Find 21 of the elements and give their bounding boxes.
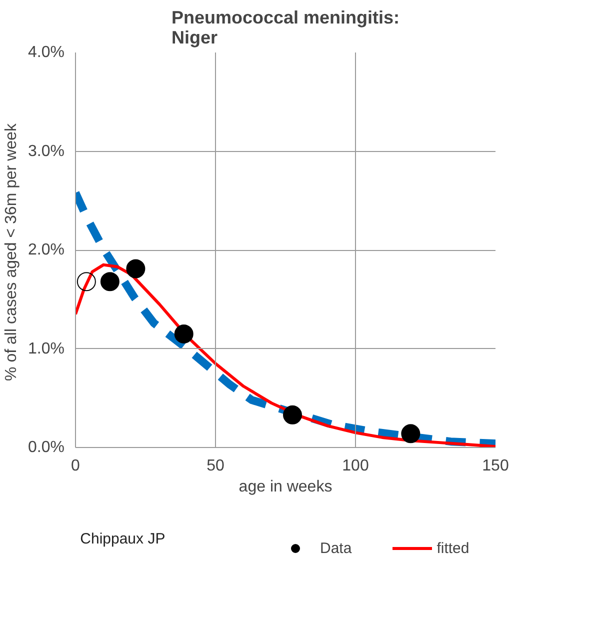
y-axis-title: % of all cases aged < 36m per week — [3, 122, 20, 381]
y-tick-label: 4.0% — [28, 44, 64, 61]
x-tick-label: 50 — [206, 458, 224, 474]
point — [283, 405, 302, 424]
y-tick-label: 1.0% — [28, 340, 64, 358]
point — [100, 272, 120, 292]
x-tick-label: 150 — [482, 458, 509, 474]
y-tick-label: 3.0% — [28, 142, 64, 160]
legend-label: fitted — [436, 540, 470, 556]
x-tick-label: 100 — [342, 458, 369, 474]
point — [401, 424, 420, 444]
point — [174, 324, 194, 344]
legend-label: Data — [320, 540, 352, 556]
chart-title: Pneumococcal meningitis: Niger — [171, 8, 400, 48]
point — [126, 259, 146, 278]
x-axis-title: age in weeks — [238, 478, 332, 496]
y-tick-label: 0.0% — [28, 439, 64, 456]
y-tick-label: 2.0% — [28, 242, 64, 258]
point — [76, 272, 96, 292]
x-tick-label: 0 — [71, 458, 80, 474]
text: Chippaux JP — [80, 530, 166, 548]
